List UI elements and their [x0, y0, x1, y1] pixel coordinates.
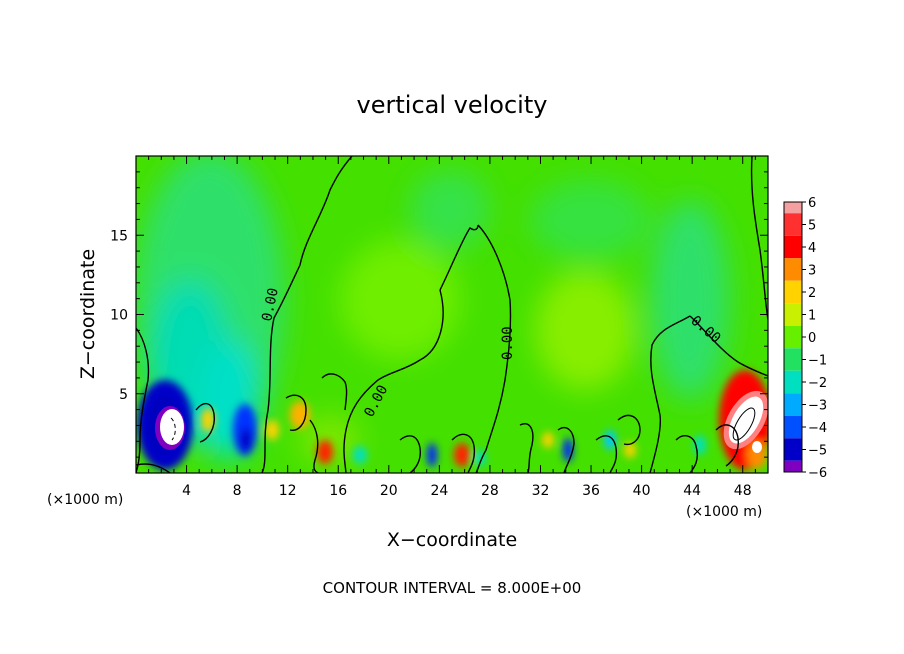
x-tick-label: 24 — [430, 483, 448, 499]
colorbar-swatch — [784, 460, 802, 472]
colorbar: 6 5 4 3 2 1 0 −1 −2 −3 −4 −5 −6 — [783, 196, 827, 481]
colorbar-swatch — [784, 370, 802, 394]
downdraft-core — [147, 395, 185, 455]
colorbar-swatch — [784, 438, 802, 461]
x-tick-label: 4 — [182, 483, 191, 499]
x-unit-label-right: (×1000 m) — [686, 504, 762, 520]
colorbar-swatch — [784, 415, 802, 439]
colorbar-swatch — [784, 202, 802, 214]
x-tick-label: 32 — [532, 483, 550, 499]
x-tick-label: 8 — [233, 483, 242, 499]
colorbar-label: 0 — [808, 331, 816, 346]
colorbar-label: −1 — [808, 354, 827, 369]
colorbar-swatch — [784, 258, 802, 281]
x-tick-label: 16 — [329, 483, 347, 499]
colorbar-swatch — [784, 280, 802, 304]
colorbar-swatch — [784, 325, 802, 349]
colorbar-label: 4 — [808, 241, 816, 256]
x-tick-label: 40 — [633, 483, 651, 499]
colorbar-label: −4 — [808, 421, 827, 436]
y-tick-label: 10 — [110, 308, 128, 324]
contour-interval-note: CONTOUR INTERVAL = 8.000E+00 — [323, 579, 582, 597]
colorbar-swatch — [784, 393, 802, 416]
colorbar-label: 3 — [808, 264, 816, 279]
colorbar-label: −6 — [808, 466, 827, 481]
x-tick-label: 20 — [380, 483, 398, 499]
colorbar-label: −3 — [808, 399, 827, 414]
colorbar-label: 6 — [808, 196, 816, 211]
zero-contours — [136, 156, 768, 473]
y-tick-label: 15 — [110, 228, 128, 244]
colorbar-label: 2 — [808, 286, 816, 301]
colorbar-label: −5 — [808, 444, 827, 459]
x-axis-ticks: 4 8 12 16 20 24 28 32 36 40 44 48 — [148, 156, 756, 499]
x-tick-label: 28 — [481, 483, 499, 499]
y-axis-ticks: 5 10 15 — [110, 171, 768, 458]
contour-label: 0.00 — [500, 326, 516, 360]
y-axis-label: Z−coordinate — [77, 249, 99, 379]
colorbar-label: 1 — [808, 309, 816, 324]
colorbar-label: 5 — [808, 219, 816, 234]
contour-label: 0.00 — [259, 287, 282, 323]
plot-area: 0.00 0.00 0.00 0.00 — [136, 156, 768, 473]
x-axis-label: X−coordinate — [387, 529, 517, 551]
field-shading — [136, 156, 730, 465]
x-unit-label-left: (×1000 m) — [47, 492, 123, 508]
chart-title: vertical velocity — [357, 91, 548, 119]
colorbar-label: −2 — [808, 376, 827, 391]
colorbar-swatch — [784, 235, 802, 259]
updraft-core — [723, 390, 768, 453]
colorbar-swatch — [784, 213, 802, 236]
y-tick-label: 5 — [119, 387, 128, 403]
x-tick-label: 36 — [582, 483, 600, 499]
x-tick-label: 48 — [734, 483, 752, 499]
x-tick-label: 12 — [279, 483, 297, 499]
colorbar-swatch — [784, 348, 802, 371]
x-tick-label: 44 — [683, 483, 701, 499]
colorbar-swatch — [784, 303, 802, 326]
